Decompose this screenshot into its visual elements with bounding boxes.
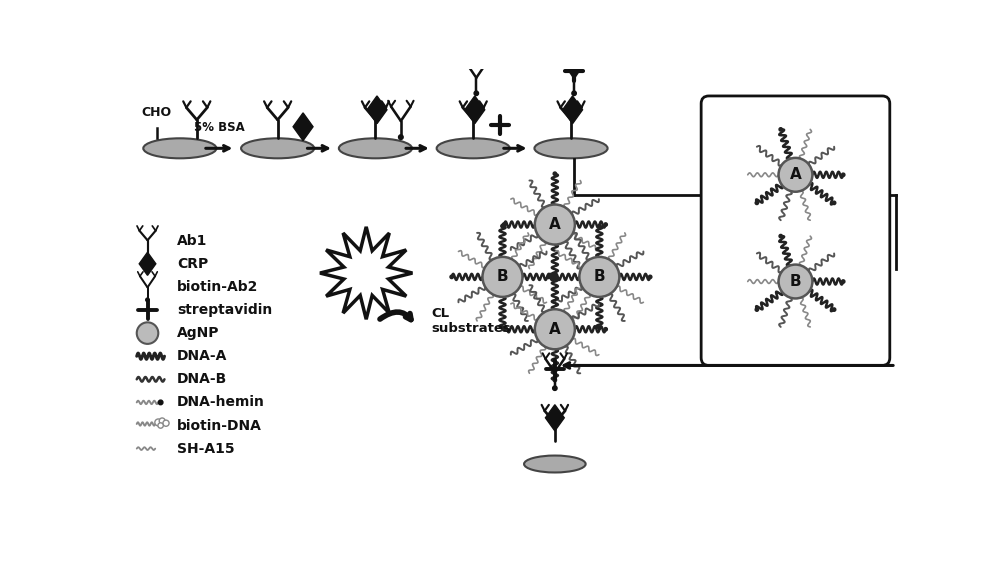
Polygon shape bbox=[139, 252, 156, 275]
Text: 5% BSA: 5% BSA bbox=[194, 121, 245, 135]
Ellipse shape bbox=[534, 139, 608, 158]
Circle shape bbox=[399, 135, 403, 140]
Circle shape bbox=[553, 172, 557, 175]
Circle shape bbox=[832, 308, 836, 311]
Circle shape bbox=[755, 308, 759, 311]
Text: A: A bbox=[790, 167, 801, 182]
Ellipse shape bbox=[339, 139, 412, 158]
Polygon shape bbox=[545, 405, 564, 431]
Circle shape bbox=[501, 224, 504, 228]
Circle shape bbox=[158, 423, 163, 428]
Circle shape bbox=[450, 275, 453, 279]
Circle shape bbox=[755, 201, 759, 205]
FancyBboxPatch shape bbox=[701, 96, 890, 366]
Text: AgNP: AgNP bbox=[177, 326, 219, 340]
Text: streptavidin: streptavidin bbox=[177, 303, 272, 317]
Polygon shape bbox=[367, 96, 387, 124]
Text: A: A bbox=[549, 217, 561, 232]
Circle shape bbox=[137, 323, 158, 344]
Circle shape bbox=[779, 264, 812, 298]
Circle shape bbox=[579, 257, 619, 297]
Circle shape bbox=[553, 378, 557, 382]
Circle shape bbox=[474, 91, 479, 95]
Text: A: A bbox=[549, 322, 561, 337]
Circle shape bbox=[572, 91, 576, 95]
Text: DNA-A: DNA-A bbox=[177, 349, 227, 363]
Circle shape bbox=[604, 328, 607, 331]
Circle shape bbox=[552, 275, 555, 279]
Ellipse shape bbox=[437, 139, 510, 158]
Circle shape bbox=[501, 326, 504, 329]
Ellipse shape bbox=[241, 139, 314, 158]
Polygon shape bbox=[320, 227, 412, 319]
Circle shape bbox=[832, 201, 836, 205]
Text: CRP: CRP bbox=[177, 257, 208, 271]
Circle shape bbox=[155, 419, 162, 426]
Circle shape bbox=[779, 158, 812, 191]
Circle shape bbox=[553, 277, 557, 280]
Text: DNA-hemin: DNA-hemin bbox=[177, 396, 265, 409]
Ellipse shape bbox=[524, 455, 586, 473]
Circle shape bbox=[502, 328, 506, 331]
Circle shape bbox=[146, 298, 149, 302]
Ellipse shape bbox=[143, 139, 216, 158]
Text: CL
substrates: CL substrates bbox=[432, 307, 511, 335]
Polygon shape bbox=[563, 96, 583, 124]
Polygon shape bbox=[293, 113, 313, 141]
Polygon shape bbox=[465, 96, 485, 124]
Text: B: B bbox=[497, 270, 508, 285]
Circle shape bbox=[163, 420, 169, 426]
Polygon shape bbox=[565, 42, 583, 67]
Circle shape bbox=[158, 400, 163, 405]
Text: biotin-DNA: biotin-DNA bbox=[177, 419, 262, 432]
Circle shape bbox=[842, 173, 845, 177]
Circle shape bbox=[598, 326, 601, 329]
Text: B: B bbox=[594, 270, 605, 285]
Polygon shape bbox=[565, 21, 583, 45]
Circle shape bbox=[553, 274, 557, 277]
Text: B: B bbox=[790, 274, 801, 289]
Text: biotin-Ab2: biotin-Ab2 bbox=[177, 280, 258, 294]
Circle shape bbox=[779, 128, 782, 131]
Circle shape bbox=[535, 205, 575, 244]
Text: DNA-B: DNA-B bbox=[177, 372, 227, 386]
Circle shape bbox=[779, 235, 782, 238]
Circle shape bbox=[604, 223, 607, 226]
Circle shape bbox=[573, 19, 576, 22]
Circle shape bbox=[842, 280, 845, 283]
Circle shape bbox=[553, 386, 557, 390]
Circle shape bbox=[159, 418, 165, 424]
Text: CHO: CHO bbox=[142, 106, 172, 119]
Text: Ab1: Ab1 bbox=[177, 233, 207, 248]
Circle shape bbox=[482, 257, 523, 297]
Circle shape bbox=[535, 309, 575, 349]
Circle shape bbox=[598, 224, 601, 228]
Circle shape bbox=[648, 275, 652, 279]
Circle shape bbox=[502, 223, 506, 226]
Text: SH-A15: SH-A15 bbox=[177, 442, 234, 455]
Circle shape bbox=[547, 275, 550, 279]
